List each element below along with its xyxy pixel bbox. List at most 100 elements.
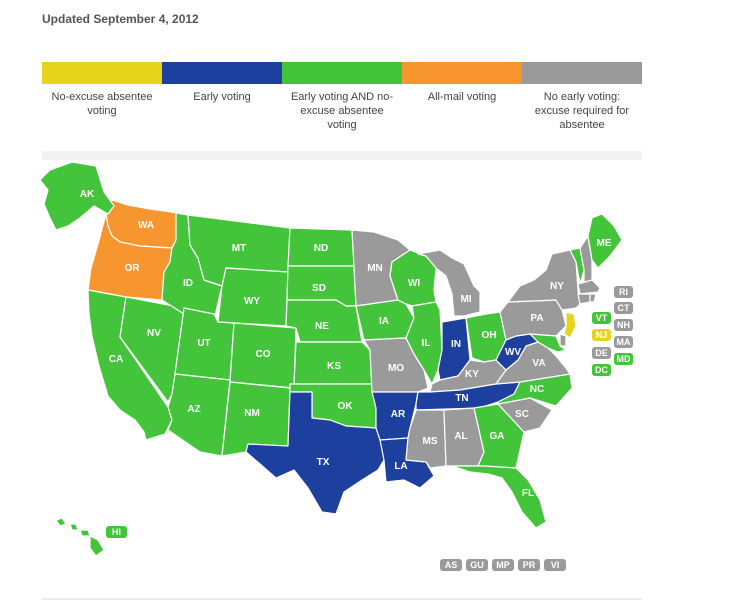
map-label-or: OR xyxy=(125,263,141,274)
chip-ma[interactable]: MA xyxy=(614,336,633,348)
legend-labels: No-excuse absentee voting Early voting E… xyxy=(42,90,642,132)
state-md[interactable] xyxy=(529,333,567,353)
chip-ri-bg xyxy=(614,286,633,298)
map-label-co: CO xyxy=(256,349,271,360)
state-hi[interactable] xyxy=(55,517,105,557)
chip-de-label: DE xyxy=(595,348,608,358)
chip-dc-label: DC xyxy=(595,365,608,375)
map-label-ca: CA xyxy=(109,354,123,365)
chip-vt-label: VT xyxy=(596,313,608,323)
chip-hi-bg xyxy=(106,526,127,538)
state-de[interactable] xyxy=(559,333,567,347)
map-label-me: ME xyxy=(597,238,612,249)
state-nj[interactable] xyxy=(563,311,577,339)
map-label-ks: KS xyxy=(327,361,341,372)
state-tx[interactable] xyxy=(245,391,385,515)
chip-pr-bg xyxy=(518,559,540,571)
map-top-divider xyxy=(42,151,642,160)
map-label-al: AL xyxy=(454,431,467,442)
legend-swatch-early xyxy=(162,62,282,84)
chip-dc[interactable]: DC xyxy=(592,364,611,376)
chip-nj[interactable]: NJ xyxy=(592,329,611,341)
legend-label-noexcuse: No-excuse absentee voting xyxy=(51,91,153,117)
legend-swatch-both xyxy=(282,62,402,84)
chip-md-label: MD xyxy=(617,354,631,364)
map-label-wa: WA xyxy=(138,220,154,231)
legend-swatch-noexcuse xyxy=(42,62,162,84)
chip-nh-bg xyxy=(614,319,633,331)
map-label-mt: MT xyxy=(232,243,246,254)
map-label-ky: KY xyxy=(465,369,479,380)
map-label-oh: OH xyxy=(482,330,497,341)
chip-de[interactable]: DE xyxy=(592,347,611,359)
map-label-mn: MN xyxy=(367,263,383,274)
chip-ri[interactable]: RI xyxy=(614,286,633,298)
map-label-mi: MI xyxy=(460,294,471,305)
state-ri[interactable] xyxy=(589,293,597,303)
chip-vi[interactable]: VI xyxy=(544,559,566,571)
chip-vt[interactable]: VT xyxy=(592,312,611,324)
chip-dc-bg xyxy=(592,364,611,376)
map-label-nm: NM xyxy=(244,408,260,419)
chip-nh[interactable]: NH xyxy=(614,319,633,331)
state-nc[interactable] xyxy=(497,373,573,407)
map-label-ny: NY xyxy=(550,281,564,292)
map-label-ut: UT xyxy=(197,338,210,349)
chip-as[interactable]: AS xyxy=(440,559,462,571)
chip-nj-label: NJ xyxy=(596,330,608,340)
chip-ri-label: RI xyxy=(619,287,628,297)
map-label-wi: WI xyxy=(408,278,420,289)
state-ak[interactable] xyxy=(39,161,115,231)
chip-mp-bg xyxy=(492,559,514,571)
map-label-az: AZ xyxy=(187,404,200,415)
chip-as-bg xyxy=(440,559,462,571)
legend-swatches xyxy=(42,62,642,84)
chip-ct-label: CT xyxy=(618,303,630,313)
state-me[interactable] xyxy=(587,213,623,269)
state-vt[interactable] xyxy=(569,247,585,285)
legend-swatch-allmail xyxy=(402,62,522,84)
chip-gu-label: GU xyxy=(470,560,484,570)
chip-pr[interactable]: PR xyxy=(518,559,540,571)
map-label-ne: NE xyxy=(315,321,329,332)
state-ny[interactable] xyxy=(507,249,581,311)
chip-ct[interactable]: CT xyxy=(614,302,633,314)
state-mi[interactable] xyxy=(417,249,481,317)
state-ma[interactable] xyxy=(577,279,601,295)
map-label-ak: AK xyxy=(80,189,95,200)
chip-mp[interactable]: MP xyxy=(492,559,514,571)
map-label-in: IN xyxy=(451,339,461,350)
state-az[interactable] xyxy=(167,373,231,457)
state-labels-layer: AK WA OR CA NV ID MT WY UT CO AZ NM ND S… xyxy=(80,189,612,499)
map-label-pa: PA xyxy=(530,313,543,324)
map-label-sd: SD xyxy=(312,283,326,294)
map-label-sc: SC xyxy=(515,409,529,420)
chip-md-bg xyxy=(614,353,633,365)
legend-label-early: Early voting xyxy=(193,91,251,103)
map-label-ia: IA xyxy=(379,316,389,327)
state-ca[interactable] xyxy=(87,289,173,441)
legend-label-none: No early voting: excuse required for abs… xyxy=(534,91,630,131)
chip-md[interactable]: MD xyxy=(614,353,633,365)
small-state-chips: RI CT VT NH NJ MA DE MD DC xyxy=(592,286,633,376)
hawaii-chip: HI xyxy=(106,526,127,538)
map-label-wv: WV xyxy=(505,347,521,358)
chip-gu[interactable]: GU xyxy=(466,559,488,571)
chip-hi[interactable]: HI xyxy=(106,526,127,538)
state-fl[interactable] xyxy=(451,465,547,529)
chip-ma-label: MA xyxy=(617,337,631,347)
chip-gu-bg xyxy=(466,559,488,571)
territory-chips: AS GU MP PR VI xyxy=(440,559,566,571)
map-label-va: VA xyxy=(532,358,545,369)
chip-de-bg xyxy=(592,347,611,359)
chip-hi-label: HI xyxy=(112,527,121,537)
map-label-fl: FL xyxy=(522,488,534,499)
map-label-mo: MO xyxy=(388,363,404,374)
map-label-nv: NV xyxy=(147,328,161,339)
map-bottom-divider xyxy=(42,598,642,600)
states-layer xyxy=(39,161,623,557)
state-ct[interactable] xyxy=(577,293,591,305)
chip-mp-label: MP xyxy=(496,560,510,570)
legend: No-excuse absentee voting Early voting E… xyxy=(42,62,642,132)
chip-nj-bg xyxy=(592,329,611,341)
